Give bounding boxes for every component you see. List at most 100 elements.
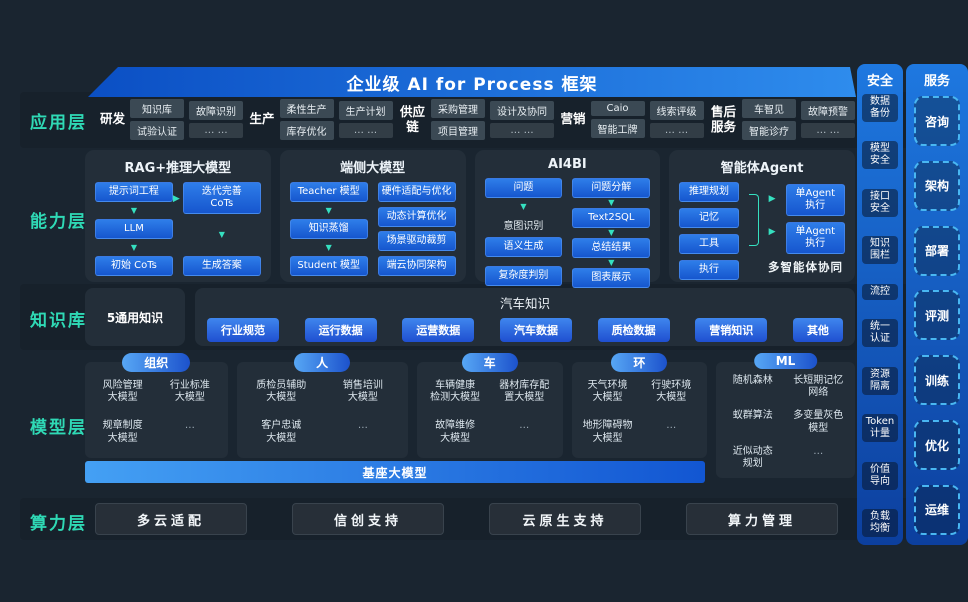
model-grid: 随机森林 长短期记忆 网络 蚁群算法 多变量灰色 模型 近似动态 规划 …: [721, 372, 850, 473]
feature-node: 场景驱动裁剪: [377, 231, 456, 252]
model-item: 销售培训 大模型: [342, 379, 383, 404]
app-tag: 试验认证: [130, 121, 185, 140]
flow-node: Teacher 模型: [289, 182, 368, 202]
capability-layer-row: RAG+推理大模型 提示词工程 ▼ LLM ▼ 初始 CoTs 迭代完善 CoT…: [85, 150, 855, 288]
application-layer-row: 研发 知识库 试验认证 故障识别 … … 生产 柔性生产 库存优化 生产计划 ……: [100, 99, 855, 140]
services-title: 服务: [923, 74, 950, 89]
compute-box-management: 算力管理: [686, 503, 838, 535]
service-item: 部署: [914, 225, 960, 276]
security-item: 流控: [862, 283, 898, 300]
model-item: 规章制度 大模型: [102, 420, 143, 444]
card-title: 端侧大模型: [340, 161, 406, 176]
app-tag: 故障识别: [189, 101, 244, 120]
card-body: Teacher 模型 ▼ 知识蒸馏 ▼ Student 模型 硬件适配与优化 动…: [289, 182, 456, 276]
app-tag: 知识库: [130, 99, 185, 118]
app-tag-column: 故障预警 … …: [800, 101, 855, 138]
model-item: 长短期记忆 网络: [793, 374, 844, 399]
knowledge-tag: 营销知识: [695, 318, 768, 342]
flow-node: 问题分解: [572, 178, 651, 198]
knowledge-tag: 汽车数据: [499, 318, 572, 342]
flow-node: 记忆: [679, 208, 739, 228]
service-item: 咨询: [914, 96, 960, 146]
security-item: 价值 导向: [862, 461, 898, 490]
flow-node: Text2SQL: [572, 208, 651, 228]
capability-card-rag: RAG+推理大模型 提示词工程 ▼ LLM ▼ 初始 CoTs 迭代完善 CoT…: [85, 150, 271, 282]
knowledge-tag: 其他: [792, 318, 843, 342]
layer-label-knowledge: 知识库: [30, 311, 87, 331]
security-item: 接口 安全: [862, 188, 898, 217]
model-item: 行驶环境 大模型: [651, 379, 692, 404]
model-pill: 车: [461, 353, 518, 372]
app-group-production: 生产 柔性生产 库存优化 生产计划 … …: [250, 99, 393, 140]
knowledge-layer-row: 5通用知识 汽车知识 行业规范 运行数据 运营数据 汽车数据 质检数据 营销知识…: [85, 288, 855, 346]
model-item-more: …: [813, 445, 824, 457]
app-tag-column: 故障识别 … …: [189, 101, 244, 138]
card-body: 问题 ▼ 意图识别 语义生成 复杂度判别 问题分解 ▼ Text2SQL ▼ 总…: [484, 178, 651, 288]
capability-card-edge-model: 端侧大模型 Teacher 模型 ▼ 知识蒸馏 ▼ Student 模型 硬件适…: [279, 150, 466, 282]
app-tag-more: … …: [490, 123, 554, 138]
app-tag: 生产计划: [338, 101, 393, 120]
service-item: 优化: [914, 420, 960, 471]
model-item: 近似动态 规划: [732, 445, 773, 470]
model-item: 地形障碍物 大模型: [582, 420, 633, 444]
arrow-right-icon: ▶: [768, 226, 776, 237]
knowledge-tag: 行业规范: [207, 318, 279, 342]
model-pill: ML: [753, 353, 818, 369]
layer-label-capability: 能力层: [30, 212, 87, 232]
arrow-right-icon: ▶: [768, 193, 776, 204]
compute-box-multicloud: 多云适配: [95, 503, 247, 535]
arrow-right-icon: ▶: [172, 194, 180, 204]
flow-node: 迭代完善 CoTs: [182, 182, 261, 214]
service-item: 训练: [914, 355, 960, 406]
app-group-name: 研发: [100, 111, 126, 127]
app-tag: Caio: [590, 101, 645, 116]
app-group-rd: 研发 知识库 试验认证 故障识别 … …: [100, 99, 244, 140]
model-item: 多变量灰色 模型: [793, 410, 844, 434]
model-pill: 人: [294, 353, 351, 372]
app-group-after-sales: 售后服务 车智见 智能诊疗 故障预警 … …: [710, 99, 855, 140]
flow-column: Teacher 模型 ▼ 知识蒸馏 ▼ Student 模型: [289, 182, 368, 276]
model-item: 故障维修 大模型: [435, 420, 476, 444]
service-item: 评测: [914, 290, 960, 341]
flow-node: 推理规划: [679, 182, 739, 202]
model-item: 风险管理 大模型: [102, 379, 143, 404]
arrow-down-icon: ▼: [608, 258, 615, 267]
arrow-right-icons: ▶ ▶: [769, 182, 776, 248]
banner-title: 企业级 AI for Process 框架: [88, 67, 856, 97]
app-tag: 智能工牌: [590, 119, 645, 138]
model-item: 客户忠诚 大模型: [261, 420, 302, 444]
security-column: 安全 数据 备份 模型 安全 接口 安全 知识 围栏 流控 统一 认证 资源 隔…: [857, 64, 903, 545]
flow-node: 图表展示: [572, 268, 651, 288]
compute-box-cloudnative: 云原生支持: [489, 503, 641, 535]
model-grid: 质检员辅助 大模型 销售培训 大模型 客户忠诚 大模型 …: [242, 372, 403, 453]
arrow-down-icon: ▼: [325, 205, 332, 215]
model-card-organization: 组织 风险管理 大模型 行业标准 大模型 规章制度 大模型 …: [85, 353, 228, 458]
security-item: 负载 均衡: [862, 508, 898, 537]
knowledge-tag-row: 行业规范 运行数据 运营数据 汽车数据 质检数据 营销知识 其他: [207, 318, 843, 342]
knowledge-tag: 质检数据: [597, 318, 670, 342]
app-tag: 线索评级: [649, 101, 704, 120]
model-grid: 车辆健康 检测大模型 器材库存配 置大模型 故障维修 大模型 …: [422, 372, 558, 453]
app-tag: 柔性生产: [279, 99, 334, 118]
model-card-person: 人 质检员辅助 大模型 销售培训 大模型 客户忠诚 大模型 …: [236, 353, 408, 458]
app-group-marketing: 营销 Caio 智能工牌 线索评级 … …: [560, 101, 704, 138]
arrow-down-icon: ▼: [130, 242, 138, 252]
model-item: 蚁群算法: [732, 410, 773, 421]
feature-node: 硬件适配与优化: [377, 182, 456, 202]
security-items: 数据 备份 模型 安全 接口 安全 知识 围栏 流控 统一 认证 资源 隔离 T…: [857, 92, 903, 539]
capability-card-agent: 智能体Agent 推理规划 记忆 工具 执行 ▶ ▶ 单Agent 执行 单Age…: [669, 150, 855, 282]
general-knowledge-box: 5通用知识: [85, 288, 185, 346]
model-item-more: …: [357, 420, 368, 432]
model-item: 质检员辅助 大模型: [256, 379, 307, 404]
feature-column: 硬件适配与优化 动态计算优化 场景驱动裁剪 端云协同架构: [377, 182, 456, 276]
connector-bracket: [748, 194, 759, 246]
flow-node: 执行: [679, 260, 739, 280]
arrow-down-icon: ▼: [130, 205, 138, 215]
app-tag-more: … …: [800, 123, 855, 138]
app-tag-column: Caio 智能工牌: [590, 101, 645, 138]
model-card-environment: 环 天气环境 大模型 行驶环境 大模型 地形障碍物 大模型 …: [571, 353, 708, 458]
agent-exec-node: 单Agent 执行: [785, 222, 846, 254]
knowledge-tag: 运行数据: [304, 318, 377, 342]
security-item: 资源 隔离: [862, 366, 898, 395]
